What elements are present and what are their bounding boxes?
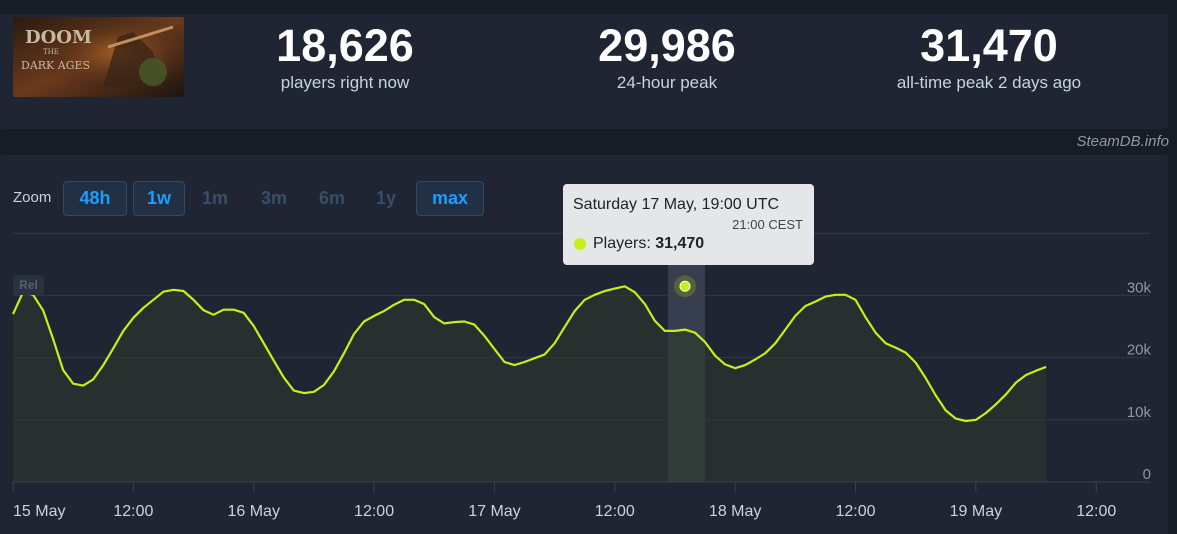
zoom-1y-button[interactable]: 1y (375, 188, 397, 208)
doom-dark-ages-cover-image: DOOM THE DARK AGES (13, 17, 184, 97)
x-tick-label: 15 May (13, 503, 65, 520)
all-time-peak-value: 31,470 (920, 20, 1058, 71)
zoom-label: Zoom (13, 189, 52, 206)
rel-badge[interactable]: Rel (13, 275, 44, 295)
x-tick-label: 12:00 (1076, 503, 1116, 520)
all-time-peak-label: all-time peak 2 days ago (896, 73, 1082, 92)
stat-current-players: 18,626 players right now (215, 20, 475, 94)
zoom-1m-button[interactable]: 1m (201, 188, 228, 208)
current-players-value: 18,626 (276, 20, 414, 71)
tooltip-value: 31,470 (655, 235, 705, 252)
tooltip-date: Saturday 17 May, 19:00 UTC (573, 196, 780, 213)
x-tick-label: 12:00 (354, 503, 394, 520)
series-area (13, 286, 1047, 482)
tooltip-players: Players: 31,470 (593, 235, 704, 253)
zoom-48h-button[interactable]: 48h (63, 181, 127, 216)
chart-tooltip: Saturday 17 May, 19:00 UTC 21:00 CEST Pl… (563, 184, 814, 265)
zoom-6m-button[interactable]: 6m (318, 188, 345, 208)
highlight-point (679, 280, 691, 292)
game-cover[interactable]: DOOM THE DARK AGES (13, 17, 184, 97)
svg-text:DOOM: DOOM (25, 27, 92, 48)
x-tick-label: 12:00 (595, 503, 635, 520)
x-tick-label: 12:00 (113, 503, 153, 520)
x-tick-label: 19 May (950, 503, 1002, 520)
svg-text:THE: THE (43, 48, 59, 56)
steamdb-credit[interactable]: SteamDB.info (1076, 133, 1169, 150)
series-line (12, 285, 1047, 423)
zoom-max-button[interactable]: max (416, 181, 484, 216)
zoom-3m-button[interactable]: 3m (260, 188, 287, 208)
tooltip-local-time: 21:00 CEST (732, 217, 803, 232)
stat-24h-peak: 29,986 24-hour peak (537, 20, 797, 94)
tooltip-series-dot (574, 238, 586, 250)
stat-all-time-peak: 31,470 all-time peak 2 days ago (859, 20, 1119, 94)
y-tick-label: 20k (1127, 342, 1152, 359)
x-tick-label: 16 May (227, 503, 279, 520)
svg-text:DARK AGES: DARK AGES (21, 59, 90, 72)
y-tick-label: 30k (1127, 279, 1152, 296)
stats-panel (0, 14, 1168, 129)
x-tick-label: 18 May (709, 503, 761, 520)
current-players-label: players right now (280, 73, 410, 92)
peak-24h-label: 24-hour peak (616, 73, 718, 92)
zoom-1w-button[interactable]: 1w (133, 181, 185, 216)
y-tick-label: 0 (1143, 466, 1151, 483)
x-tick-label: 12:00 (835, 503, 875, 520)
y-tick-label: 10k (1127, 404, 1152, 421)
x-tick-label: 17 May (468, 503, 520, 520)
peak-24h-value: 29,986 (598, 20, 736, 71)
tooltip-series-label: Players: (593, 235, 656, 252)
